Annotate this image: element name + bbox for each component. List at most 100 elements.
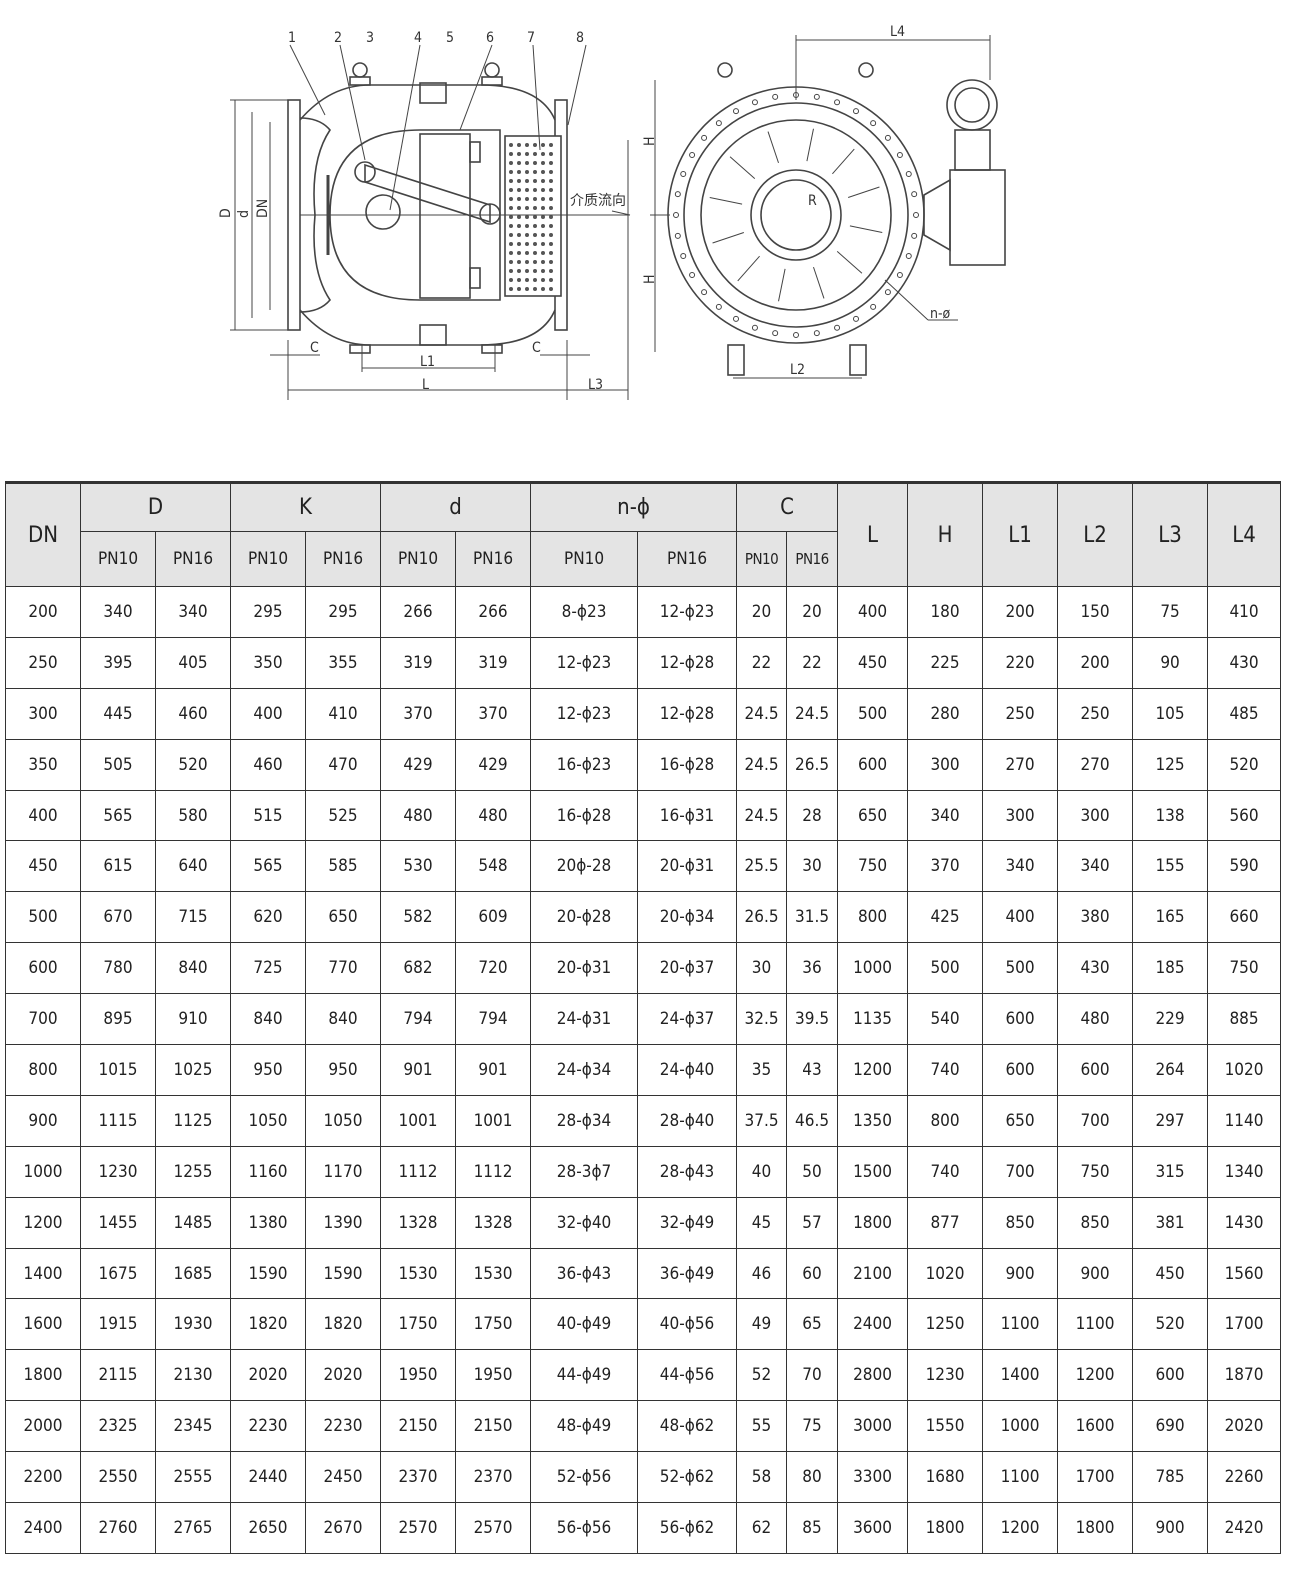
- table-cell: 1140: [1207, 1094, 1282, 1147]
- strainer-hole: [517, 224, 521, 228]
- strainer-hole: [533, 224, 537, 228]
- strainer-hole: [541, 170, 545, 174]
- header-C-pn10: PN10: [736, 531, 788, 587]
- table-cell: 264: [1132, 1044, 1209, 1096]
- strainer-hole: [549, 242, 553, 246]
- table-cell: 2760: [80, 1502, 156, 1554]
- header-d-pn10: PN10: [380, 531, 457, 587]
- table-cell: 395: [80, 636, 156, 689]
- strainer-hole: [533, 188, 537, 192]
- table-cell: 1350: [837, 1094, 909, 1147]
- strainer-hole: [541, 206, 545, 210]
- table-cell: 1950: [455, 1349, 532, 1402]
- front-view: [650, 35, 1006, 379]
- bolt-hole: [834, 99, 841, 106]
- table-cell: 340: [907, 789, 984, 842]
- table-cell: 165: [1132, 891, 1209, 944]
- strainer-hole: [517, 278, 521, 282]
- table-cell: 1560: [1207, 1247, 1282, 1300]
- header-n-phi-pn10: PN10: [530, 531, 639, 587]
- label-L3: L3: [588, 377, 603, 393]
- disc-rib: [832, 148, 855, 175]
- table-cell: 590: [1207, 840, 1282, 893]
- strainer-hole: [533, 278, 537, 282]
- strainer-hole: [533, 260, 537, 264]
- strainer-hole: [525, 179, 529, 183]
- bolt-hole: [772, 330, 779, 337]
- table-cell: 460: [230, 738, 306, 791]
- table-cell: 1820: [230, 1298, 306, 1351]
- bolt-hole: [689, 272, 696, 278]
- strainer-hole: [517, 179, 521, 183]
- disc-rib: [806, 128, 814, 162]
- table-cell: 840: [155, 942, 231, 995]
- table-cell: 682: [380, 942, 457, 995]
- table-cell: 32-ϕ49: [637, 1196, 738, 1249]
- strainer-hole: [541, 269, 545, 273]
- strainer-hole: [533, 206, 537, 210]
- label-C-right: C: [532, 340, 541, 356]
- table-cell: 1000: [982, 1400, 1059, 1453]
- label-L4: L4: [890, 24, 905, 40]
- strainer-hole: [549, 170, 553, 174]
- strainer-hole: [525, 161, 529, 165]
- strainer-hole: [517, 143, 521, 147]
- strainer-hole: [509, 260, 513, 264]
- table-cell: 895: [80, 993, 156, 1046]
- label-D: D: [218, 208, 234, 218]
- table-cell: 2150: [380, 1400, 457, 1453]
- table-cell: 36: [786, 942, 839, 995]
- table-cell: 3300: [837, 1451, 909, 1504]
- strainer-hole: [549, 269, 553, 273]
- header-C-pn16: PN16: [786, 531, 839, 587]
- table-cell: 901: [380, 1044, 457, 1096]
- table-cell: 901: [455, 1044, 532, 1096]
- table-cell: 40: [736, 1145, 788, 1198]
- table-cell: 185: [1132, 942, 1209, 995]
- strainer-hole: [525, 278, 529, 282]
- table-cell: 36-ϕ43: [530, 1247, 639, 1300]
- strainer-hole: [517, 188, 521, 192]
- table-cell: 138: [1132, 789, 1209, 842]
- table-cell: 785: [1132, 1451, 1209, 1504]
- table-cell: 12-ϕ23: [530, 636, 639, 689]
- table-cell: 1200: [837, 1044, 909, 1096]
- table-cell: 770: [304, 942, 382, 995]
- table-cell: 2115: [80, 1349, 156, 1402]
- table-cell: 400: [5, 789, 81, 842]
- table-cell: 2150: [455, 1400, 532, 1453]
- table-cell: 70: [786, 1349, 839, 1402]
- table-cell: 62: [736, 1502, 788, 1554]
- label-n-phi: n-ø: [930, 306, 951, 322]
- table-cell: 460: [155, 687, 231, 740]
- table-cell: 2200: [5, 1451, 81, 1504]
- bolt-hole: [733, 315, 739, 322]
- strainer-hole: [541, 197, 545, 201]
- strainer-hole: [509, 215, 513, 219]
- table-cell: 950: [304, 1044, 382, 1096]
- header-L4: L4: [1207, 482, 1282, 587]
- table-row: 300 445 460 400 410 370 370 12-ϕ23 12-ϕ28 24.5 24.…: [5, 687, 1282, 740]
- table-cell: 295: [230, 586, 306, 638]
- bolt-hole: [733, 108, 739, 115]
- table-cell: 1950: [380, 1349, 457, 1402]
- strainer-hole: [509, 170, 513, 174]
- table-cell: 600: [5, 942, 81, 995]
- table-cell: 28: [786, 789, 839, 842]
- table-cell: 600: [1132, 1349, 1209, 1402]
- strainer-hole: [541, 224, 545, 228]
- bolt-hole: [813, 93, 820, 100]
- table-cell: 20: [786, 586, 839, 638]
- table-cell: 200: [982, 586, 1059, 638]
- bolt-hole: [896, 152, 903, 158]
- table-cell: 266: [380, 586, 457, 638]
- table-cell: 500: [5, 891, 81, 944]
- table-row: 1000 1230 1255 1160 1170 1112 1112 28-3ϕ7 28-ϕ43…: [5, 1145, 1282, 1198]
- strainer-hole: [533, 287, 537, 291]
- table-cell: 105: [1132, 687, 1209, 740]
- bolt-hole: [813, 330, 820, 337]
- table-cell: 1135: [837, 993, 909, 1046]
- bolt-hole: [715, 303, 722, 310]
- table-cell: 1050: [230, 1094, 306, 1147]
- table-cell: 720: [455, 942, 532, 995]
